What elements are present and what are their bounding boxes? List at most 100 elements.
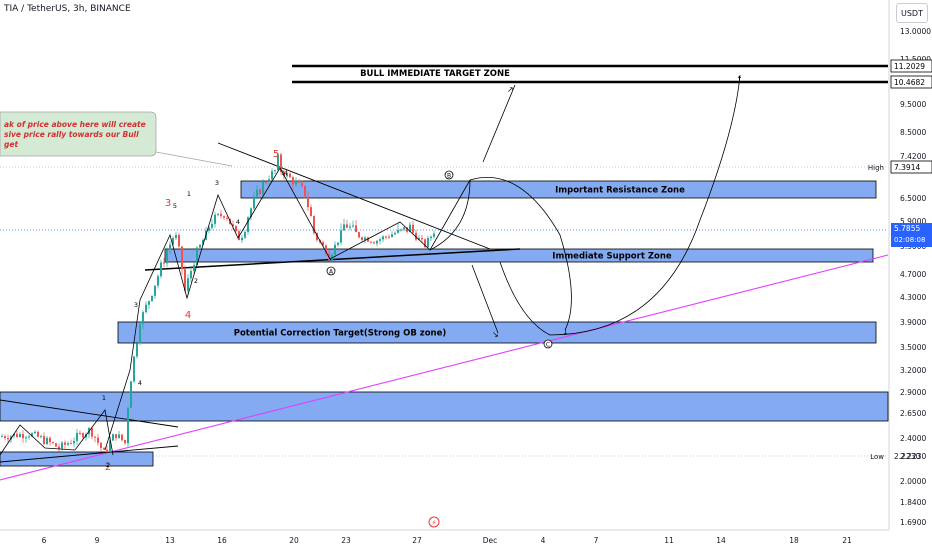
candle-body xyxy=(46,437,48,445)
candle-body xyxy=(226,217,228,219)
candle-body xyxy=(136,343,138,357)
arrow-rally-head: ↑ xyxy=(736,75,743,84)
candle-body xyxy=(79,433,81,435)
candle-body xyxy=(133,356,135,382)
candle-body xyxy=(292,177,294,185)
candle-body xyxy=(364,237,366,241)
descending-trendline xyxy=(217,142,491,250)
zone-label: Potential Correction Target(Strong OB zo… xyxy=(234,329,447,339)
arrow-down-head: ↘ xyxy=(492,330,499,339)
candle-body xyxy=(301,182,303,186)
candle-body xyxy=(382,236,384,240)
projection-curve-a-b xyxy=(429,179,471,251)
x-tick-label: 16 xyxy=(217,536,227,545)
candle-body xyxy=(37,431,39,437)
candle-body xyxy=(40,436,42,438)
price-tag xyxy=(890,59,932,73)
candle-body xyxy=(145,304,147,313)
candle-body xyxy=(406,227,408,232)
candle-body xyxy=(307,196,309,208)
candle-body xyxy=(310,207,312,217)
wave-label-black: 2 xyxy=(194,277,198,285)
candle-body xyxy=(178,234,180,247)
candle-body xyxy=(118,434,120,439)
price-tag-text: 7.3914 xyxy=(894,163,920,172)
candle-body xyxy=(94,436,96,438)
candle-body xyxy=(1,436,3,438)
candle-body xyxy=(169,244,171,250)
candle-body xyxy=(223,216,225,218)
x-tick-label: 23 xyxy=(341,536,351,545)
y-tick-label: 4.7000 xyxy=(900,270,926,279)
note-text: ak of price above here will create xyxy=(4,120,146,129)
flash-icon-glyph: ⚡ xyxy=(432,519,437,527)
note-callout xyxy=(0,111,157,157)
wave-label-black: 3 xyxy=(134,301,138,309)
currency-button[interactable]: USDT xyxy=(896,3,928,23)
candle-body xyxy=(175,234,177,239)
candle-body xyxy=(427,238,429,248)
candle-body xyxy=(340,230,342,243)
candle-body xyxy=(19,434,21,438)
x-tick-label: 14 xyxy=(716,536,726,545)
candle-body xyxy=(421,237,423,240)
candle-body xyxy=(409,224,411,232)
y-tick-label: 11.5000 xyxy=(900,55,931,64)
x-tick-label: Dec xyxy=(483,536,498,545)
abc-label: B xyxy=(447,173,451,180)
zone-label: Important Resistance Zone xyxy=(555,186,685,196)
price-tag xyxy=(890,75,932,89)
candle-body xyxy=(43,436,45,445)
candle-body xyxy=(64,442,66,445)
y-tick-label: 2.6500 xyxy=(900,409,926,418)
candle-body xyxy=(151,295,153,301)
zone-box xyxy=(0,451,154,467)
candle-body xyxy=(304,185,306,197)
wave-label-black: 5 xyxy=(173,202,177,210)
early-trendline xyxy=(0,399,179,428)
wave-label-red: 5 xyxy=(273,149,279,160)
candle-body xyxy=(196,247,198,265)
y-tick-label: 3.2000 xyxy=(900,366,926,375)
candle-body xyxy=(4,436,6,438)
candle-body xyxy=(34,431,36,434)
candle-body xyxy=(253,196,255,209)
note-pointer xyxy=(155,151,233,167)
candle-body xyxy=(190,271,192,279)
candle-body xyxy=(400,229,402,231)
early-wave-line xyxy=(0,409,114,456)
candle-body xyxy=(331,254,333,260)
flash-icon xyxy=(428,516,440,528)
x-tick-label: 4 xyxy=(541,536,546,545)
candle-body xyxy=(268,179,270,182)
y-tick-label: 2.2230 xyxy=(900,452,926,461)
x-tick-label: 27 xyxy=(412,536,422,545)
candle-body xyxy=(202,239,204,245)
x-tick-label: 11 xyxy=(664,536,674,545)
wave-label-black: 1 xyxy=(281,169,285,177)
candle-body xyxy=(106,449,108,451)
y-tick-label: 9.5000 xyxy=(900,100,926,109)
candle-body xyxy=(82,433,84,438)
candle-body xyxy=(112,434,114,441)
price-tag-label: High xyxy=(868,164,884,172)
candle-body xyxy=(271,171,273,180)
x-tick-label: 6 xyxy=(42,536,47,545)
candle-body xyxy=(130,381,132,408)
x-tick-label: 18 xyxy=(789,536,799,545)
current-price-tag xyxy=(891,223,932,247)
wave-label-red: 2 xyxy=(105,462,111,473)
candle-body xyxy=(109,440,111,451)
candle-body xyxy=(274,170,276,172)
candle-body xyxy=(55,443,57,447)
candle-body xyxy=(250,208,252,218)
zone-box xyxy=(0,391,889,422)
projection-curve-to-c xyxy=(499,261,551,336)
wave-label-black: 4 xyxy=(284,169,288,177)
early-support-line xyxy=(0,445,179,463)
candle-body xyxy=(430,236,432,239)
candle-body xyxy=(76,433,78,441)
y-tick-label: 4.3000 xyxy=(900,293,926,302)
